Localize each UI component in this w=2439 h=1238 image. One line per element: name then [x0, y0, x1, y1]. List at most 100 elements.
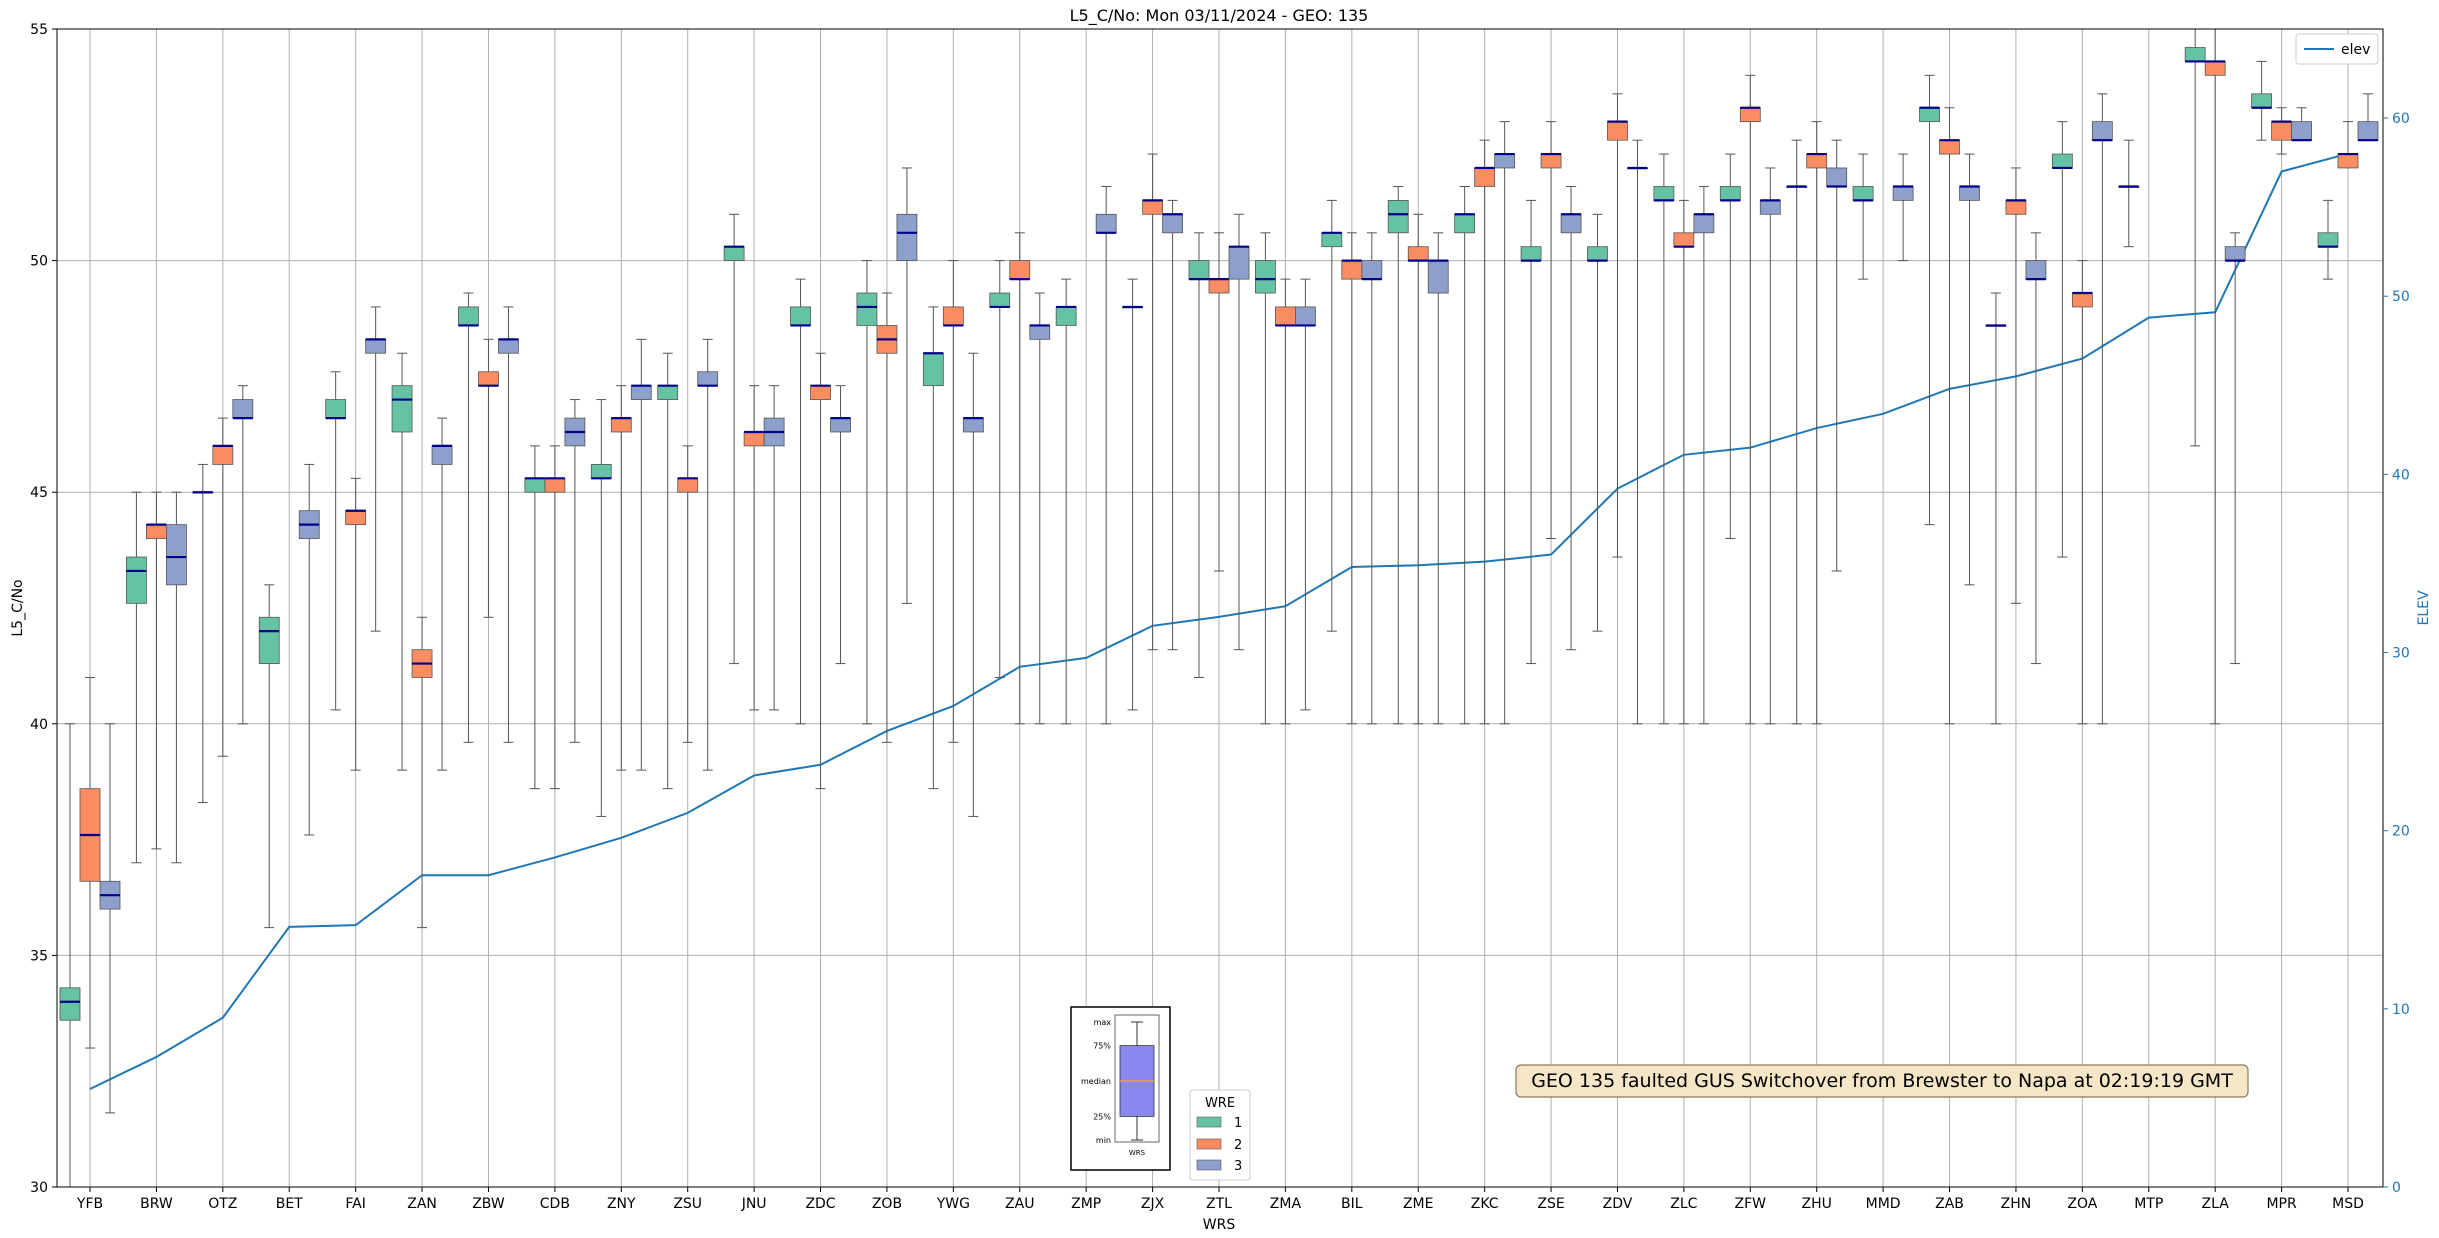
- box-iqr: [1255, 260, 1276, 294]
- box-iqr: [2091, 121, 2113, 141]
- inset-label: max: [1094, 1018, 1112, 1027]
- box-wre2-zfw: [1739, 74, 1761, 725]
- box-iqr: [1188, 260, 1210, 280]
- box-iqr: [1407, 246, 1429, 261]
- box-iqr: [1739, 107, 1761, 123]
- box-wre3-bil: [1361, 232, 1383, 725]
- box-layer: [59, 28, 2379, 1188]
- box-iqr: [1852, 186, 1874, 201]
- y-tick-label: 50: [30, 254, 48, 270]
- box-iqr: [2204, 61, 2226, 76]
- x-tick-label: ZNY: [607, 1196, 636, 1212]
- box-wre1-zmp: [1055, 278, 1077, 725]
- y-right-tick-label: 20: [2392, 824, 2410, 840]
- box-wre3-cdb: [564, 399, 586, 743]
- box-iqr: [790, 306, 811, 326]
- box-iqr: [1919, 107, 1940, 123]
- x-tick-label: ZAB: [1935, 1196, 1964, 1212]
- box-iqr: [1142, 199, 1163, 215]
- box-wre1-zme: [1387, 185, 1409, 725]
- box-wre2-zse: [1540, 121, 1562, 540]
- box-wre3-jnu: [763, 385, 785, 711]
- box-wre1-zhn: [1985, 292, 2007, 725]
- box-iqr: [1427, 260, 1449, 294]
- x-tick-label: ZOA: [2067, 1196, 2097, 1212]
- box-wre2-brw: [146, 491, 167, 850]
- inset-label: 25%: [1093, 1112, 1111, 1121]
- box-iqr: [1892, 186, 1914, 201]
- wre-legend-label-2: 2: [1234, 1138, 1242, 1153]
- x-tick-label: ZDC: [805, 1196, 835, 1212]
- box-wre2-msd: [2337, 121, 2359, 169]
- box-iqr: [1341, 260, 1363, 280]
- box-wre1-otz: [192, 463, 214, 804]
- box-wre2-zoa: [2071, 260, 2093, 725]
- wre-legend-swatch-3: [1196, 1159, 1222, 1171]
- box-iqr: [1162, 213, 1183, 234]
- annotation-text: GEO 135 faulted GUS Switchover from Brew…: [1531, 1070, 2233, 1092]
- x-tick-label: ZHU: [1802, 1196, 1832, 1212]
- x-tick-label: ZHN: [2001, 1196, 2032, 1212]
- x-tick-label: BET: [276, 1196, 303, 1212]
- box-wre3-zhn: [2025, 232, 2047, 665]
- x-tick-label: ZKC: [1471, 1196, 1499, 1212]
- box-wre1-zla: [2184, 28, 2206, 447]
- box-wre3-zdc: [830, 385, 851, 665]
- box-wre1-zan: [391, 352, 413, 771]
- elev-series-line: [89, 152, 2349, 1090]
- box-wre1-msd: [2317, 199, 2339, 280]
- box-iqr: [498, 338, 519, 354]
- x-tick-label: ZOB: [872, 1196, 902, 1212]
- box-wre3-zjx: [1162, 199, 1183, 651]
- box-wre2-zjx: [1142, 153, 1163, 651]
- x-tick-label: MMD: [1866, 1196, 1901, 1212]
- inset-xlabel: WRS: [1129, 1149, 1146, 1157]
- x-tick-label: ZME: [1403, 1196, 1434, 1212]
- box-iqr: [1719, 186, 1741, 201]
- wre-legend-swatch-2: [1196, 1138, 1222, 1150]
- box-wre3-yfb: [99, 723, 121, 1114]
- box-wre1-zdc: [790, 278, 811, 725]
- chart-title: L5_C/No: Mon 03/11/2024 - GEO: 135: [1070, 6, 1369, 26]
- box-iqr: [1826, 167, 1848, 187]
- box-wre3-zlc: [1693, 185, 1715, 725]
- box-wre1-zse: [1520, 199, 1542, 665]
- box-iqr: [345, 510, 367, 526]
- box-wre3-zkc: [1494, 121, 1516, 725]
- box-wre3-mpr: [2291, 107, 2312, 142]
- box-wre3-msd: [2357, 93, 2379, 142]
- box-iqr: [1321, 232, 1343, 248]
- box-wre2-ztl: [1208, 232, 1230, 572]
- box-iqr: [856, 292, 878, 326]
- box-iqr: [677, 477, 699, 493]
- box-iqr: [1540, 153, 1562, 169]
- box-wre1-mtp: [2118, 139, 2140, 248]
- wre-legend-frame: [1189, 1089, 1251, 1181]
- x-tick-label: ZMA: [1270, 1196, 1302, 1212]
- box-wre1-bet: [258, 584, 280, 929]
- box-wre1-zfw: [1719, 153, 1741, 540]
- box-wre1-zsu: [657, 352, 679, 790]
- elev-legend: elev: [2295, 33, 2379, 65]
- box-wre2-fai: [345, 477, 367, 771]
- box-iqr: [1560, 213, 1582, 234]
- box-iqr: [630, 385, 652, 400]
- x-tick-label: ZJX: [1141, 1196, 1165, 1212]
- box-iqr: [1520, 246, 1542, 261]
- box-iqr: [59, 987, 81, 1021]
- box-wre1-zny: [590, 399, 612, 817]
- x-tick-label: FAI: [345, 1196, 365, 1212]
- x-tick-label: BRW: [140, 1196, 173, 1212]
- box-wre1-ztl: [1188, 232, 1210, 678]
- boxplot-key-inset: max 75% median 25% min WRS: [1070, 1006, 1171, 1171]
- box-iqr: [146, 524, 167, 539]
- box-wre1-zab: [1919, 74, 1940, 526]
- box-iqr: [126, 556, 147, 604]
- box-iqr: [212, 445, 234, 465]
- x-tick-label: OTZ: [208, 1196, 237, 1212]
- box-wre3-zsu: [697, 338, 719, 771]
- box-iqr: [1055, 306, 1077, 326]
- box-iqr: [1208, 278, 1230, 294]
- box-iqr: [232, 399, 254, 419]
